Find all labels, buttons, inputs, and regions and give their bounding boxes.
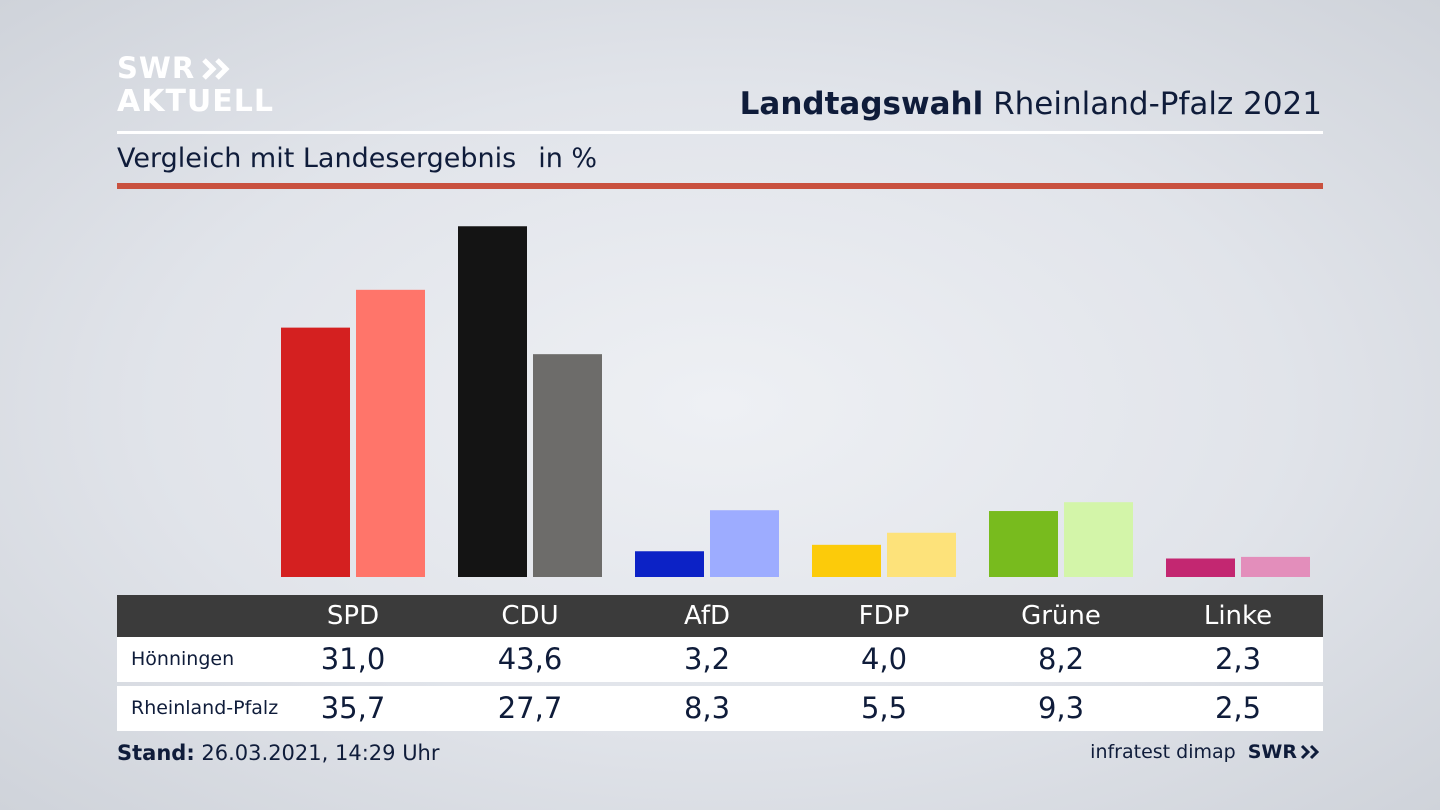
double-chevron-icon bbox=[202, 57, 230, 80]
bar-spd-local bbox=[281, 327, 350, 577]
table-cell: 35,7 bbox=[320, 691, 386, 725]
table-cell: 8,2 bbox=[1037, 642, 1085, 676]
page-title: Landtagswahl Rheinland-Pfalz 2021 bbox=[740, 86, 1322, 122]
column-header: SPD bbox=[326, 601, 380, 631]
subtitle-text: Vergleich mit Landesergebnis bbox=[117, 143, 517, 174]
table-cell: 3,2 bbox=[683, 642, 731, 676]
bar-linke-local bbox=[1166, 558, 1235, 577]
accent-divider bbox=[117, 183, 1323, 189]
bar-cdu-state bbox=[533, 354, 602, 577]
bar-grne-state bbox=[1064, 502, 1133, 577]
table-row: Hönningen 31,0 43,6 3,2 4,0 8,2 2,3 bbox=[117, 637, 1323, 682]
table-row: Rheinland-Pfalz 35,7 27,7 8,3 5,5 9,3 2,5 bbox=[117, 686, 1323, 731]
bar-cdu-local bbox=[458, 226, 527, 578]
table-cell: 4,0 bbox=[860, 642, 908, 676]
stand-label: Stand: bbox=[117, 741, 195, 765]
logo-line1: SWR bbox=[117, 51, 196, 85]
table-cell: 8,3 bbox=[683, 691, 731, 725]
stand-value: 26.03.2021, 14:29 Uhr bbox=[201, 741, 440, 765]
bar-fdp-local bbox=[812, 544, 881, 577]
header-divider bbox=[117, 131, 1323, 134]
results-table: SPD CDU AfD FDP Grüne Linke Hönningen 31,0 43,… bbox=[117, 595, 1323, 731]
subtitle-unit: in % bbox=[538, 143, 598, 174]
bar-afd-state bbox=[710, 510, 779, 577]
double-chevron-icon bbox=[1300, 744, 1320, 760]
logo-line2: AKTUELL bbox=[117, 84, 275, 119]
bar-linke-state bbox=[1241, 556, 1310, 577]
table-header: SPD CDU AfD FDP Grüne Linke bbox=[117, 595, 1323, 637]
column-header: Grüne bbox=[1021, 601, 1101, 631]
swr-small-text: SWR bbox=[1247, 741, 1297, 763]
bar-grne-local bbox=[989, 511, 1058, 577]
row-label: Rheinland-Pfalz bbox=[131, 697, 279, 719]
source-credit: infratest dimap SWR bbox=[1090, 741, 1322, 763]
column-header: CDU bbox=[501, 601, 559, 631]
swr-small-logo: SWR bbox=[1248, 741, 1322, 763]
table-cell: 9,3 bbox=[1037, 691, 1085, 725]
table-cell: 31,0 bbox=[320, 642, 386, 676]
table-cell: 2,3 bbox=[1214, 642, 1262, 676]
table-cell: 27,7 bbox=[497, 691, 563, 725]
source-text: infratest dimap bbox=[1090, 741, 1236, 763]
table-cell: 43,6 bbox=[497, 642, 563, 676]
bar-afd-local bbox=[635, 551, 704, 577]
table-cell: 5,5 bbox=[860, 691, 908, 725]
column-header: FDP bbox=[858, 601, 910, 631]
bar-spd-state bbox=[356, 289, 425, 577]
chart-subtitle: Vergleich mit Landesergebnis in % bbox=[117, 143, 597, 174]
title-rest: Rheinland-Pfalz 2021 bbox=[993, 86, 1322, 122]
row-label: Hönningen bbox=[131, 648, 235, 670]
column-header: Linke bbox=[1203, 601, 1273, 631]
column-header: AfD bbox=[683, 601, 731, 631]
timestamp: Stand: 26.03.2021, 14:29 Uhr bbox=[117, 741, 440, 765]
bar-fdp-state bbox=[887, 532, 956, 577]
title-bold: Landtagswahl bbox=[739, 86, 984, 122]
swr-aktuell-logo: SWR AKTUELL bbox=[117, 54, 274, 117]
table-cell: 2,5 bbox=[1214, 691, 1262, 725]
